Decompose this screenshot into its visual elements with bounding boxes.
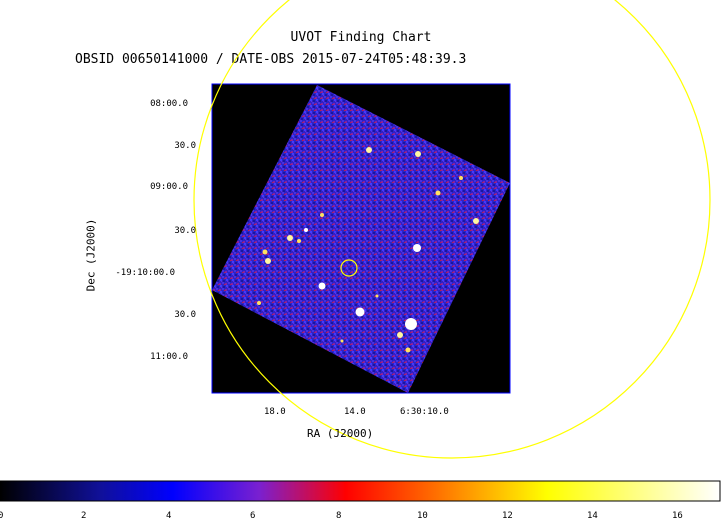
- colorbar-tick-label: 16: [672, 511, 683, 521]
- colorbar-tick-label: 2: [81, 511, 87, 521]
- target-circle: [340, 259, 358, 277]
- ra-tick-label: 18.0: [264, 407, 286, 417]
- sources: [257, 147, 479, 353]
- colorbar-tick-label: 0: [0, 511, 4, 521]
- dec-tick-label: -19:10:00.0: [115, 268, 175, 278]
- colorbar-tick-label: 8: [336, 511, 342, 521]
- ra-axis-label: RA (J2000): [307, 427, 374, 440]
- chart-title: UVOT Finding Chart: [290, 30, 432, 45]
- colorbar: [0, 480, 721, 502]
- chart-subtitle: OBSID 00650141000 / DATE-OBS 2015-07-24T…: [75, 52, 467, 67]
- ra-tick-label: 6:30:10.0: [400, 407, 449, 417]
- dec-axis-label: Dec (J2000): [84, 218, 98, 292]
- exposure-footprint: [212, 85, 510, 393]
- colorbar-tick-label: 10: [417, 511, 428, 521]
- dec-tick-label: 09:00.0: [150, 182, 188, 192]
- error-circle: [193, 0, 711, 459]
- colorbar-tick-label: 6: [250, 511, 256, 521]
- dec-tick-label: 30.0: [174, 141, 196, 151]
- ra-tick-label: 14.0: [344, 407, 366, 417]
- dec-tick-label: 08:00.0: [150, 99, 188, 109]
- colorbar-tick-label: 14: [587, 511, 598, 521]
- colorbar-tick-label: 12: [502, 511, 513, 521]
- dec-tick-label: 30.0: [174, 310, 196, 320]
- dec-tick-label: 30.0: [174, 226, 196, 236]
- dec-tick-label: 11:00.0: [150, 352, 188, 362]
- colorbar-tick-label: 4: [166, 511, 172, 521]
